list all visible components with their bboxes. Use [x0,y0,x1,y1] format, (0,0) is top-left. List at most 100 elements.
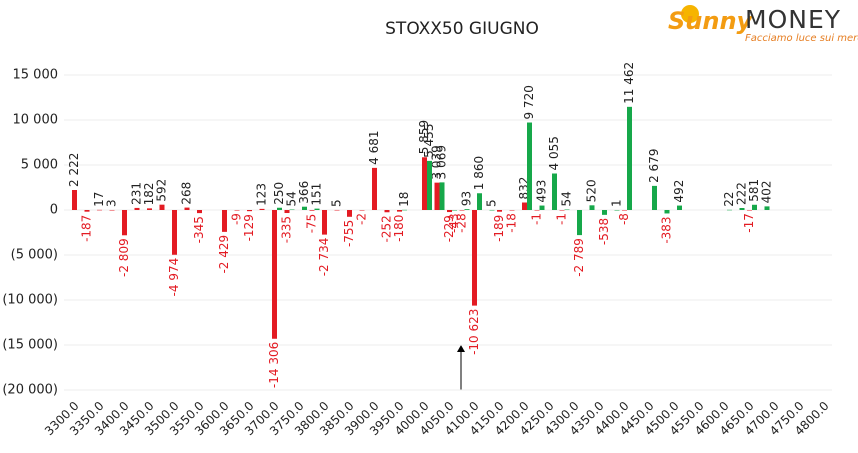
value-label: 402 [760,180,774,203]
bar [222,210,227,232]
bar [552,173,557,210]
bar [334,209,340,211]
value-label: 182 [142,182,156,205]
value-label: -17 [742,213,756,233]
value-label: 5 [330,199,344,207]
value-label: 581 [747,179,761,202]
value-label: 54 [285,191,299,206]
bar [434,182,440,210]
value-label: 93 [460,191,474,206]
bar [539,205,545,210]
value-label: 18 [397,192,411,207]
bar [84,210,90,212]
value-label: -14 306 [267,342,281,388]
value-label: -180 [392,215,406,242]
bar [302,206,307,210]
bar [159,204,165,210]
value-label: 2 222 [67,153,81,187]
value-label: -229 [442,215,456,242]
value-label: -345 [192,216,206,243]
value-label: -129 [242,214,256,241]
value-label: -2 809 [117,238,131,277]
y-tick-label: 5 000 [21,158,58,173]
value-label: 4 055 [547,136,561,170]
value-label: 492 [672,180,686,203]
bar [247,210,252,212]
bar [72,190,77,210]
value-label: 268 [180,182,194,205]
value-label: 1 860 [472,156,486,190]
bar [472,210,477,306]
bar [439,182,445,210]
value-label: 11 462 [622,62,636,104]
bar [289,209,295,211]
bar [464,209,470,210]
value-label: -4 974 [167,258,181,297]
bar [522,202,527,210]
bar [747,210,752,211]
value-label: 222 [735,182,749,205]
bar [602,210,607,215]
bar [752,204,757,210]
logo: Sunny MONEY Facciamo luce sui mercati [668,5,858,44]
value-label: -2 [355,213,369,225]
bar [147,208,152,210]
value-label: -252 [380,215,394,242]
value-label: 250 [272,182,286,205]
value-label: 151 [310,183,324,206]
bar [677,205,682,210]
bar [322,210,327,235]
bar [477,193,482,210]
value-label: -1 [530,213,544,225]
logo-brand: Sunny [668,7,754,35]
y-tick-label: 0 [50,203,58,218]
value-label: -755 [342,220,356,247]
value-label: 3 069 [435,145,449,179]
bar [447,210,452,213]
bar [359,210,365,211]
bar [422,157,427,210]
value-label: 1 [610,199,624,207]
value-label: 22 [722,192,736,207]
y-tick-label: (10 000) [2,293,58,308]
bar [559,210,565,211]
bar [627,106,632,210]
bar [614,209,620,211]
bar [452,210,457,211]
logo-name: MONEY [745,5,841,34]
bar [172,210,177,255]
annotation-arrow [457,345,465,390]
value-label: -189 [492,215,506,242]
bar [184,207,190,210]
bar [534,210,540,211]
bar [97,209,102,211]
bar [272,210,277,339]
value-label: 366 [297,181,311,204]
value-label: -2 429 [217,235,231,274]
value-label: -28 [455,213,469,233]
value-label: -43 [447,213,461,233]
bar [309,210,315,211]
bar [664,210,670,214]
value-label: -10 623 [467,309,481,355]
value-label: 123 [255,183,269,206]
bar [372,167,377,210]
bar [134,207,140,210]
bar [497,210,502,212]
value-label: 231 [130,182,144,205]
bar [564,209,570,211]
bar [622,210,627,211]
bar [739,208,745,210]
value-label: 493 [535,180,549,203]
bar [727,209,732,211]
bar [277,207,282,210]
bar [427,160,432,210]
bar [589,205,595,210]
value-label: 3 039 [430,145,444,179]
y-tick-label: 10 000 [13,113,59,128]
value-label: 54 [560,191,574,206]
value-label: 17 [92,192,106,207]
value-label: -18 [505,213,519,233]
value-label: 2 679 [647,149,661,183]
bar [402,209,407,211]
